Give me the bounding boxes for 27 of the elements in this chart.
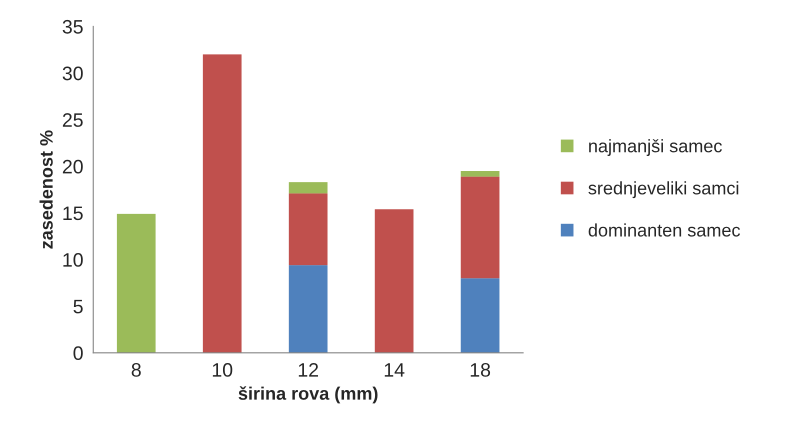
y-tick-label: 20 xyxy=(62,160,83,174)
bar xyxy=(374,209,414,353)
y-tick-label: 25 xyxy=(62,113,83,127)
x-tick-label: 8 xyxy=(132,363,141,377)
bar xyxy=(288,265,328,353)
y-tick-label: 5 xyxy=(74,300,83,314)
x-tick-label: 14 xyxy=(384,363,404,377)
x-axis-title: širina rova (mm) xyxy=(238,386,378,404)
bar xyxy=(460,176,500,278)
legend-label: najmanjši samec xyxy=(589,139,722,156)
bar xyxy=(288,193,328,266)
y-tick-label: 35 xyxy=(62,20,83,34)
bar xyxy=(288,182,328,194)
legend-label: dominanten samec xyxy=(588,223,740,237)
legend-label: srednjeveliki samci xyxy=(588,181,738,198)
y-tick-label: 30 xyxy=(62,66,83,80)
x-tick-label: 18 xyxy=(470,363,490,377)
bar xyxy=(460,170,500,177)
y-tick-label: 10 xyxy=(63,253,83,267)
x-tick-label: 12 xyxy=(298,363,318,377)
y-tick-label: 15 xyxy=(63,206,83,220)
bar xyxy=(460,278,500,353)
y-tick-label: 0 xyxy=(73,346,83,360)
x-tick-label: 10 xyxy=(212,363,232,377)
y-axis-title: zasedenost % xyxy=(40,130,53,249)
bar xyxy=(116,214,156,353)
bar xyxy=(202,54,242,353)
